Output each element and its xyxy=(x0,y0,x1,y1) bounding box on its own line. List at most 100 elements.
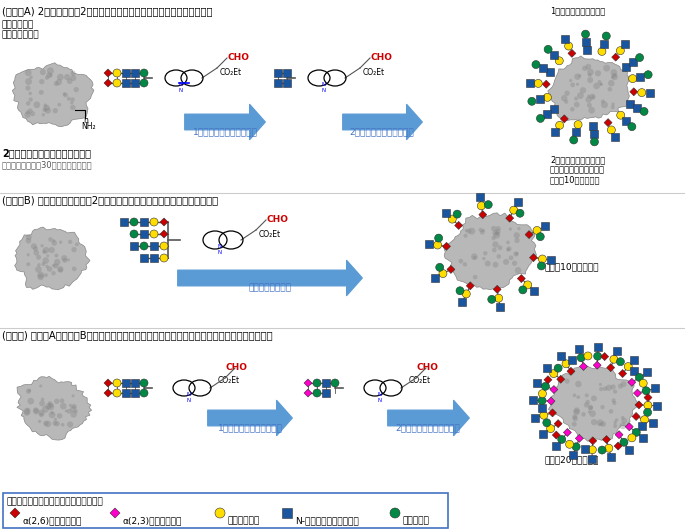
Polygon shape xyxy=(160,218,168,226)
Bar xyxy=(274,79,282,87)
Circle shape xyxy=(621,416,625,420)
Circle shape xyxy=(570,136,577,144)
Text: 全部ぶ20分子の糖鎖: 全部ぶ20分子の糖鎖 xyxy=(545,455,599,464)
Polygon shape xyxy=(557,375,564,383)
Circle shape xyxy=(612,73,616,78)
Circle shape xyxy=(599,83,603,86)
Circle shape xyxy=(53,81,59,86)
Circle shape xyxy=(524,281,532,289)
Circle shape xyxy=(610,105,615,109)
Polygon shape xyxy=(567,367,575,375)
Circle shape xyxy=(49,247,55,253)
Circle shape xyxy=(42,107,47,112)
Text: CHO: CHO xyxy=(267,215,289,224)
Circle shape xyxy=(28,109,33,113)
Circle shape xyxy=(491,236,496,240)
Polygon shape xyxy=(550,386,558,394)
Circle shape xyxy=(601,99,605,104)
Bar xyxy=(633,104,641,112)
Bar xyxy=(588,455,596,463)
Circle shape xyxy=(477,202,486,210)
Bar xyxy=(589,122,597,130)
Text: (タイプB) あらかじめつないて2種類の糖鎖を理研クリック反応でつける方法: (タイプB) あらかじめつないて2種類の糖鎖を理研クリック反応でつける方法 xyxy=(2,195,218,205)
Text: 2番目に反応性の高いリジン領域: 2番目に反応性の高いリジン領域 xyxy=(2,148,91,158)
Circle shape xyxy=(618,384,623,389)
Circle shape xyxy=(75,243,79,246)
Polygon shape xyxy=(625,423,633,431)
Text: α(2,6)結合シアル酸: α(2,6)結合シアル酸 xyxy=(23,516,82,525)
Circle shape xyxy=(497,245,503,250)
Circle shape xyxy=(479,228,483,232)
Text: 全部ぶ10分子の糖鎖: 全部ぶ10分子の糖鎖 xyxy=(550,175,601,184)
Bar xyxy=(283,69,291,77)
Bar xyxy=(582,38,590,46)
Circle shape xyxy=(573,416,578,421)
Bar xyxy=(322,379,330,387)
Polygon shape xyxy=(554,420,562,428)
Circle shape xyxy=(588,410,590,413)
Circle shape xyxy=(63,93,68,97)
FancyBboxPatch shape xyxy=(3,493,448,528)
Circle shape xyxy=(507,246,512,251)
Circle shape xyxy=(493,232,500,239)
Circle shape xyxy=(64,74,71,80)
Circle shape xyxy=(620,438,628,446)
Circle shape xyxy=(573,408,580,413)
Bar xyxy=(625,101,634,109)
Circle shape xyxy=(39,79,45,85)
Circle shape xyxy=(588,406,593,410)
Text: 糖鎖を構成する単糖ユニットのシンボル: 糖鎖を構成する単糖ユニットのシンボル xyxy=(7,497,103,506)
Circle shape xyxy=(42,113,45,117)
Bar xyxy=(551,128,559,136)
Circle shape xyxy=(593,82,600,89)
Circle shape xyxy=(616,358,625,365)
Circle shape xyxy=(43,421,49,426)
Polygon shape xyxy=(110,508,120,518)
Circle shape xyxy=(34,250,39,255)
Circle shape xyxy=(480,230,485,235)
Circle shape xyxy=(600,405,605,409)
Circle shape xyxy=(496,226,501,231)
Circle shape xyxy=(140,389,148,397)
Circle shape xyxy=(55,79,62,85)
Polygon shape xyxy=(506,214,514,222)
Circle shape xyxy=(610,384,616,389)
Circle shape xyxy=(140,79,148,87)
Circle shape xyxy=(113,69,121,77)
Circle shape xyxy=(573,409,580,415)
Circle shape xyxy=(574,102,580,107)
Circle shape xyxy=(561,95,567,102)
Circle shape xyxy=(517,227,521,230)
Polygon shape xyxy=(604,119,612,127)
Bar xyxy=(283,79,291,87)
Circle shape xyxy=(34,102,40,108)
Bar xyxy=(130,242,138,250)
Circle shape xyxy=(71,394,75,397)
Text: 2回目に導入された糖鎖: 2回目に導入された糖鎖 xyxy=(550,155,606,164)
Circle shape xyxy=(48,237,53,242)
Circle shape xyxy=(514,232,520,238)
Text: CO₂Et: CO₂Et xyxy=(409,376,431,385)
Polygon shape xyxy=(104,79,112,87)
Circle shape xyxy=(25,110,30,114)
Circle shape xyxy=(492,248,497,253)
Circle shape xyxy=(554,364,562,372)
Polygon shape xyxy=(607,364,614,372)
Circle shape xyxy=(538,389,547,397)
Polygon shape xyxy=(644,394,652,402)
Circle shape xyxy=(66,409,71,414)
Circle shape xyxy=(466,229,471,234)
Bar xyxy=(531,413,539,421)
Circle shape xyxy=(585,393,589,397)
Circle shape xyxy=(38,273,44,280)
Bar xyxy=(282,508,292,518)
Bar xyxy=(651,385,659,393)
Polygon shape xyxy=(466,282,474,290)
Bar xyxy=(643,369,651,377)
Circle shape xyxy=(51,240,57,246)
Bar xyxy=(607,453,615,461)
Circle shape xyxy=(71,404,77,409)
Circle shape xyxy=(644,401,652,409)
Bar xyxy=(630,367,638,375)
Polygon shape xyxy=(580,362,588,370)
